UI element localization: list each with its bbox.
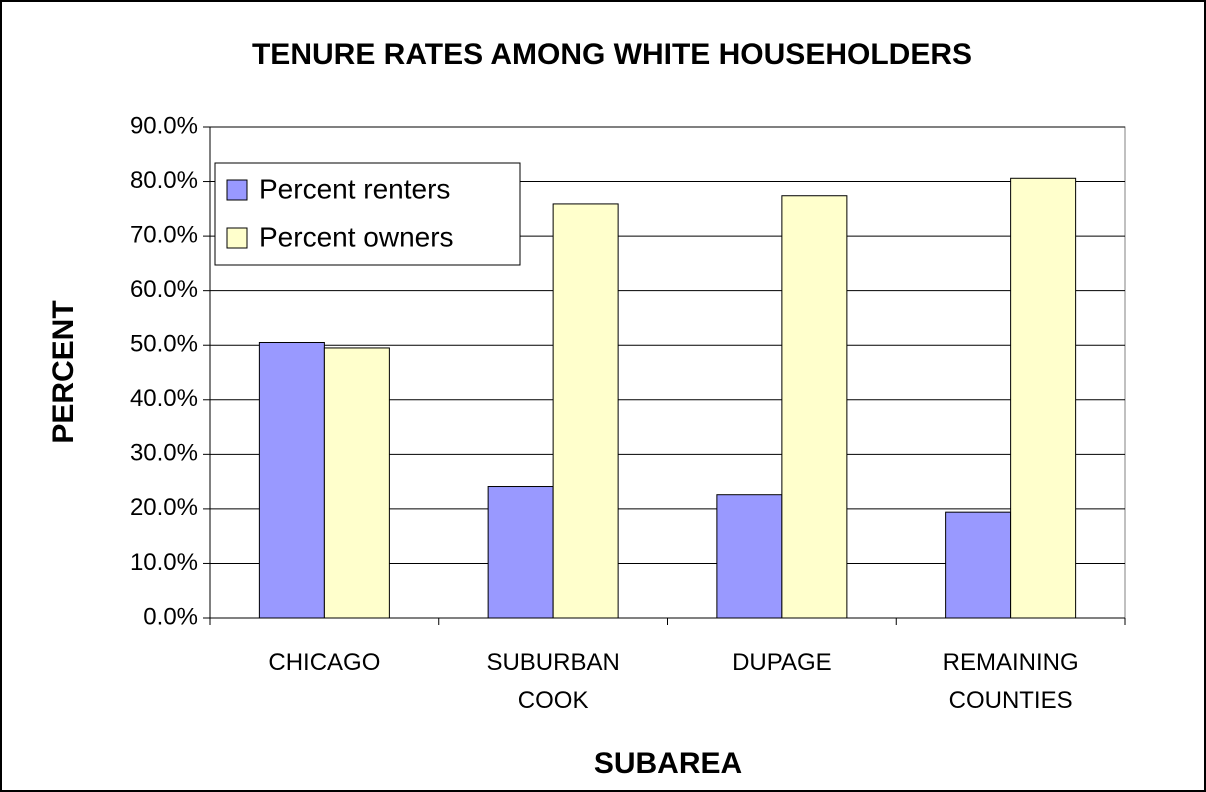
- legend-swatch: [226, 227, 248, 249]
- legend-box: [214, 162, 521, 266]
- x-tick-label: CHICAGO: [268, 649, 380, 676]
- bar: [945, 511, 1012, 619]
- chart-title: TENURE RATES AMONG WHITE HOUSEHOLDERS: [252, 38, 972, 71]
- y-tick-label: 60.0%: [130, 276, 198, 303]
- y-tick-label: 10.0%: [130, 549, 198, 576]
- legend-label: Percent owners: [259, 221, 454, 252]
- bar: [1010, 177, 1077, 619]
- x-tick-label: REMAINING COUNTIES: [943, 649, 1079, 714]
- x-axis-title: SUBAREA: [594, 747, 742, 780]
- y-tick-label: 80.0%: [130, 167, 198, 194]
- y-tick-label: 50.0%: [130, 331, 198, 358]
- legend-label: Percent renters: [259, 173, 450, 204]
- bar: [781, 195, 848, 619]
- x-tick-label: SUBURBAN COOK: [486, 649, 619, 714]
- bar: [258, 341, 325, 619]
- y-axis-title: PERCENT: [47, 300, 80, 443]
- bar: [716, 494, 783, 619]
- x-tick-label: DUPAGE: [732, 649, 832, 676]
- bar: [487, 486, 554, 619]
- y-tick-label: 0.0%: [143, 603, 198, 630]
- y-tick-label: 70.0%: [130, 221, 198, 248]
- legend-swatch: [226, 179, 248, 201]
- bar: [323, 347, 390, 619]
- y-tick-label: 40.0%: [130, 385, 198, 412]
- y-tick-label: 20.0%: [130, 494, 198, 521]
- y-tick-label: 30.0%: [130, 440, 198, 467]
- y-tick-label: 90.0%: [130, 112, 198, 139]
- bar: [552, 203, 619, 619]
